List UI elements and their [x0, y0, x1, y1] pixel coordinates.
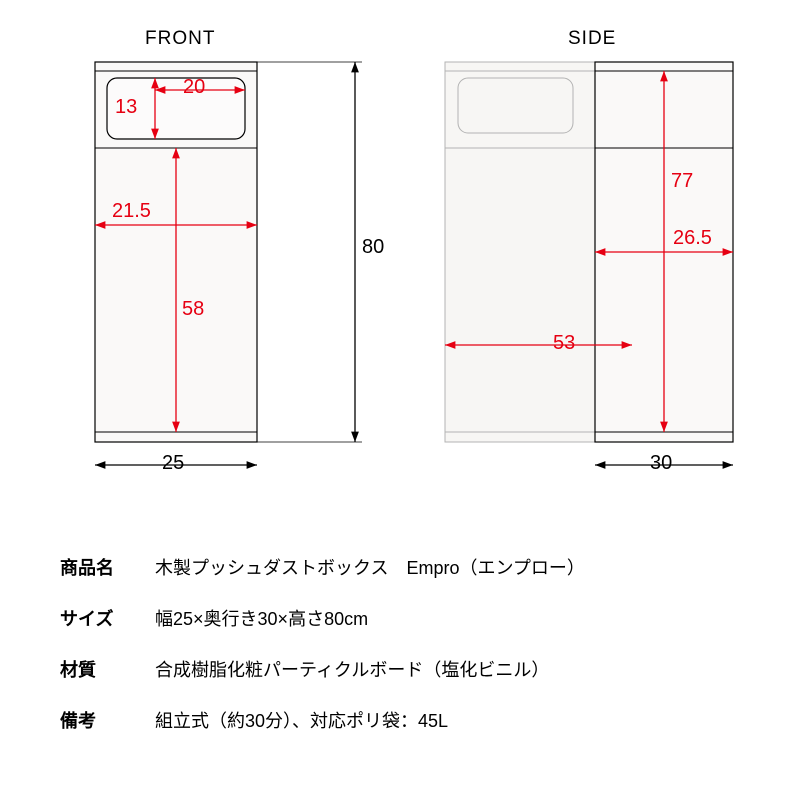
dim-side-inner-w: 26.5	[673, 227, 712, 250]
spec-row: サイズ 幅25×奥行き30×高さ80cm	[60, 606, 740, 633]
dim-height: 80	[362, 236, 384, 259]
spec-label: 材質	[60, 657, 155, 684]
spec-table: 商品名 木製プッシュダストボックス Empro（エンプロー） サイズ 幅25×奥…	[60, 555, 740, 759]
dimension-drawing	[0, 0, 800, 510]
dim-front-overall-w: 25	[162, 452, 184, 475]
spec-label: 備考	[60, 708, 155, 735]
front-title: FRONT	[145, 28, 215, 50]
diagram-area: FRONT SIDE 20 13 21.5 58 25 80 77 26.5 5…	[0, 0, 800, 510]
spec-value: 合成樹脂化粧パーティクルボード（塩化ビニル）	[155, 657, 549, 684]
spec-label: 商品名	[60, 555, 155, 582]
dim-side-depth: 53	[553, 332, 575, 355]
spec-row: 備考 組立式（約30分）、対応ポリ袋：45L	[60, 708, 740, 735]
dim-side-overall-w: 30	[650, 452, 672, 475]
dim-body-h: 58	[182, 298, 204, 321]
spec-value: 幅25×奥行き30×高さ80cm	[155, 606, 368, 633]
spec-row: 材質 合成樹脂化粧パーティクルボード（塩化ビニル）	[60, 657, 740, 684]
spec-value: 木製プッシュダストボックス Empro（エンプロー）	[155, 555, 585, 582]
spec-label: サイズ	[60, 606, 155, 633]
dim-flap-h: 13	[115, 96, 137, 119]
dim-flap-w: 20	[183, 76, 205, 99]
dim-side-inner-h: 77	[671, 170, 693, 193]
dim-body-w: 21.5	[112, 200, 151, 223]
spec-value: 組立式（約30分）、対応ポリ袋：45L	[155, 708, 448, 735]
side-title: SIDE	[568, 28, 616, 50]
spec-row: 商品名 木製プッシュダストボックス Empro（エンプロー）	[60, 555, 740, 582]
